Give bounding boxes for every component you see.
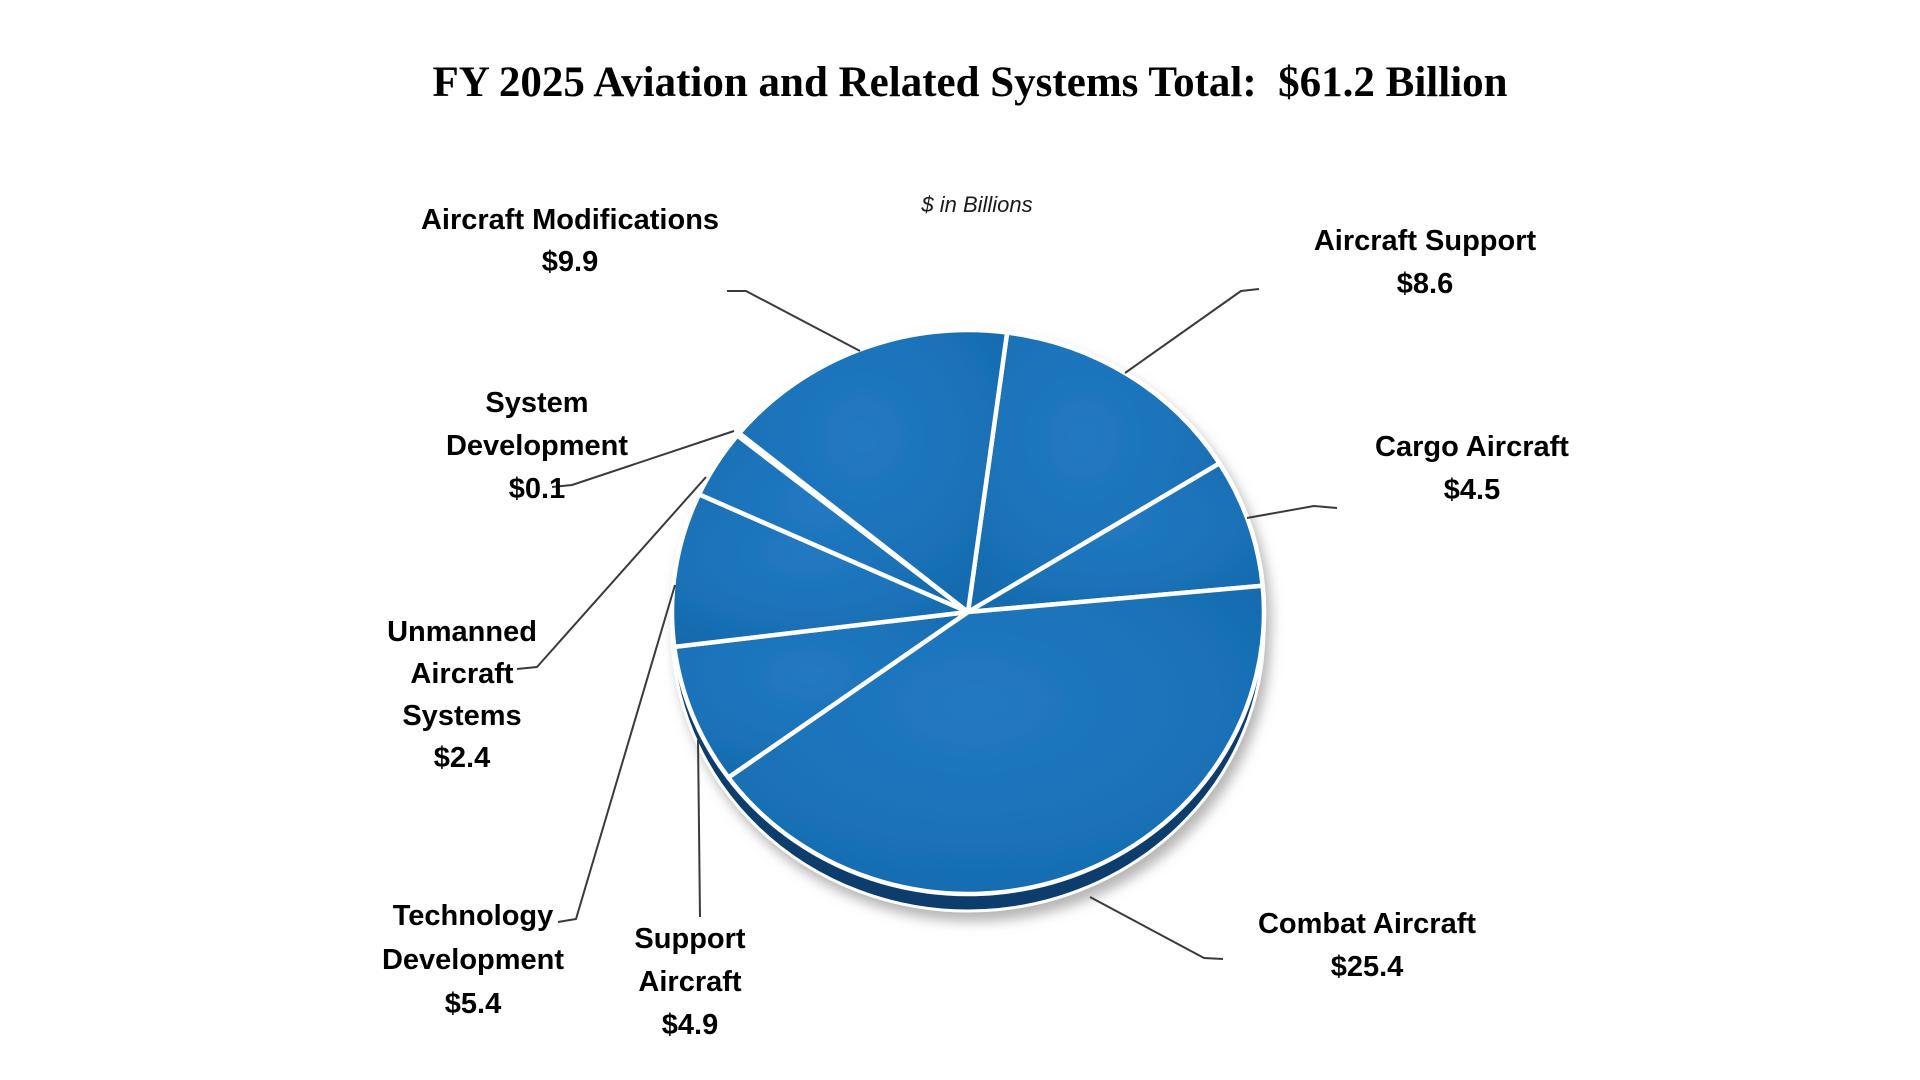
- units-note: $ in Billions: [921, 192, 1033, 217]
- pie-slice-aircraft_support: [965, 330, 1222, 615]
- slice-label-technology_development: Technology Development $5.4: [382, 900, 564, 1020]
- pie-slice-support_aircraft: [672, 609, 971, 780]
- slice-label-support_aircraft: Support Aircraft $4.9: [634, 923, 745, 1041]
- pie-slice-cargo_aircraft: [965, 461, 1265, 615]
- leader-line-technology_development: [557, 584, 676, 923]
- leader-line-cargo_aircraft: [1246, 505, 1338, 519]
- slice-label-cargo_aircraft: Cargo Aircraft $4.5: [1375, 431, 1569, 506]
- slice-label-system_development: System Development $0.1: [446, 387, 628, 505]
- leader-line-combat_aircraft: [1089, 896, 1224, 960]
- leader-line-support_aircraft: [697, 739, 701, 918]
- slice-label-aircraft_support: Aircraft Support $8.6: [1314, 225, 1537, 300]
- leader-line-aircraft_support: [1124, 288, 1260, 374]
- pie-slice-technology_development: [669, 492, 971, 650]
- leader-line-system_development: [551, 430, 735, 488]
- chart-title: FY 2025 Aviation and Related Systems Tot…: [432, 59, 1508, 106]
- slice-label-combat_aircraft: Combat Aircraft $25.4: [1258, 908, 1476, 983]
- pie-body: [669, 327, 1267, 913]
- pie-slice-combat_aircraft: [726, 583, 1267, 897]
- leader-line-aircraft_modifications: [727, 290, 861, 352]
- leader-line-unmanned_aircraft_systems: [516, 476, 707, 670]
- slice-labels: Aircraft Support $8.6 Cargo Aircraft $4.5 Co…: [382, 204, 1569, 1041]
- slice-label-aircraft_modifications: Aircraft Modifications $9.9: [421, 204, 719, 278]
- slice-label-unmanned_aircraft_systems: Unmanned Aircraft Systems $2.4: [387, 616, 537, 774]
- leader-lines: [516, 288, 1338, 960]
